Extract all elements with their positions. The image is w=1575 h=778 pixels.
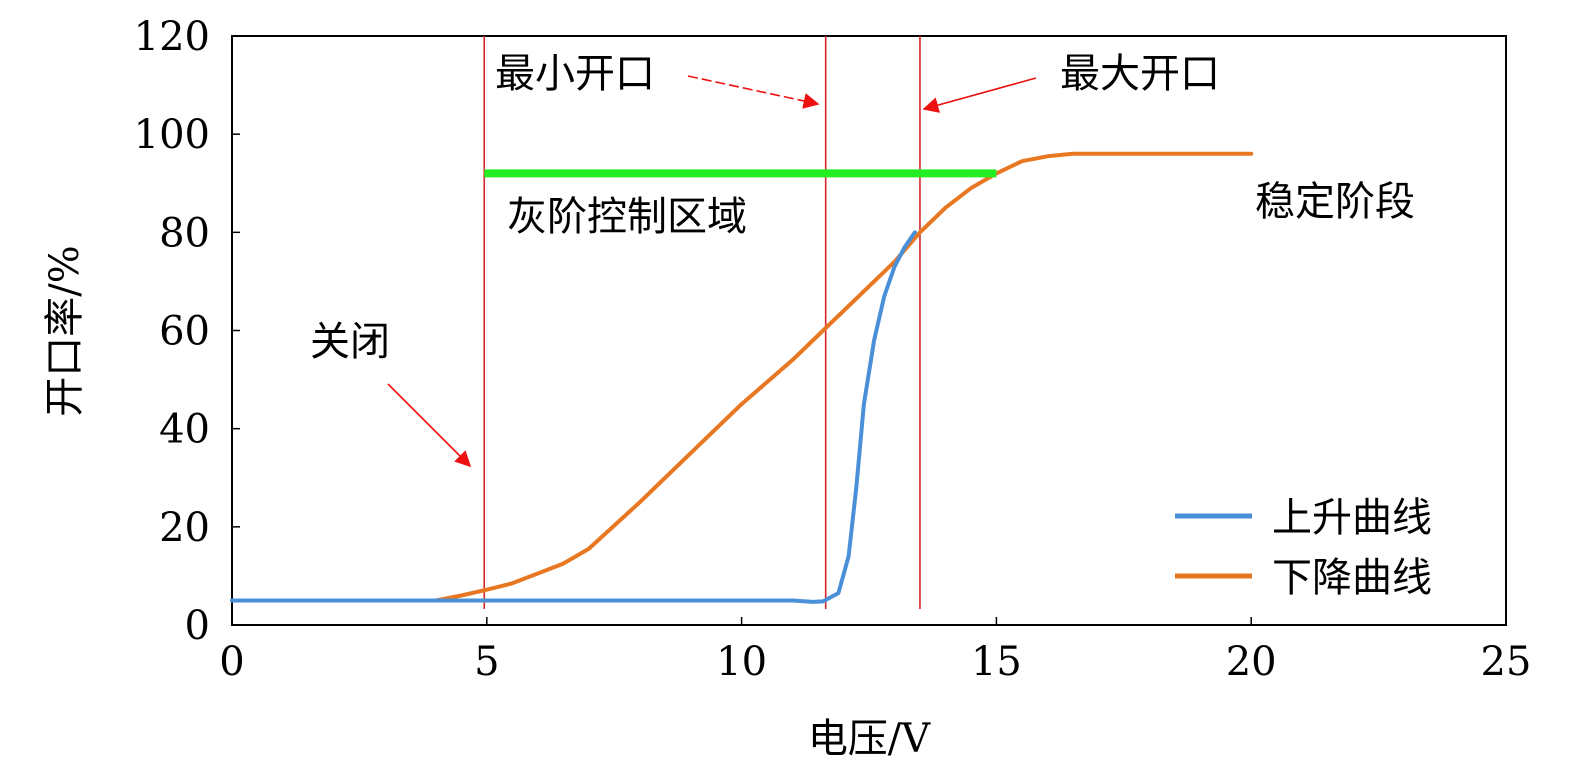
- reference-lines: [483, 36, 921, 609]
- x-axis-ticks: 0 5 10 15 20 25: [219, 617, 1531, 685]
- legend: 上升曲线 下降曲线: [1175, 495, 1432, 601]
- y-tick-label: 100: [134, 112, 210, 158]
- annotation-max-open-arrow: [922, 77, 1037, 113]
- y-tick-label: 40: [159, 407, 210, 453]
- y-axis-ticks: 0 20 40 60 80 100 120: [134, 14, 240, 649]
- y-tick-label: 120: [134, 14, 210, 60]
- series-line-rising: [230, 230, 917, 604]
- x-axis-title: 电压/V: [808, 716, 931, 762]
- y-tick-label: 60: [159, 309, 210, 355]
- x-tick-label: 20: [1226, 639, 1277, 685]
- series-group: [230, 151, 1254, 604]
- annotation-closed-label: 关闭: [310, 319, 390, 365]
- legend-label-rising: 上升曲线: [1272, 495, 1432, 541]
- x-tick-label: 10: [716, 639, 767, 685]
- y-tick-label: 0: [185, 603, 210, 649]
- y-tick-label: 20: [159, 505, 210, 551]
- annotation-max-open-label: 最大开口: [1060, 51, 1220, 97]
- y-axis-title: 开口率/%: [42, 245, 88, 416]
- x-tick-label: 25: [1481, 639, 1532, 685]
- x-tick-label: 5: [474, 639, 499, 685]
- annotation-closed: 关闭: [310, 319, 472, 468]
- annotation-gray-control-label: 灰阶控制区域: [507, 194, 747, 240]
- annotation-min-open-label: 最小开口: [495, 51, 655, 97]
- legend-label-falling: 下降曲线: [1272, 555, 1432, 601]
- annotation-min-open: 最小开口: [495, 51, 820, 109]
- annotation-closed-arrow: [387, 383, 472, 468]
- y-tick-label: 80: [159, 210, 210, 256]
- annotation-stable-label: 稳定阶段: [1255, 179, 1415, 225]
- x-tick-label: 0: [219, 639, 244, 685]
- x-tick-label: 15: [971, 639, 1022, 685]
- annotation-max-open: 最大开口: [922, 51, 1220, 113]
- series-line-falling: [230, 151, 1254, 603]
- annotation-min-open-arrow: [687, 75, 820, 109]
